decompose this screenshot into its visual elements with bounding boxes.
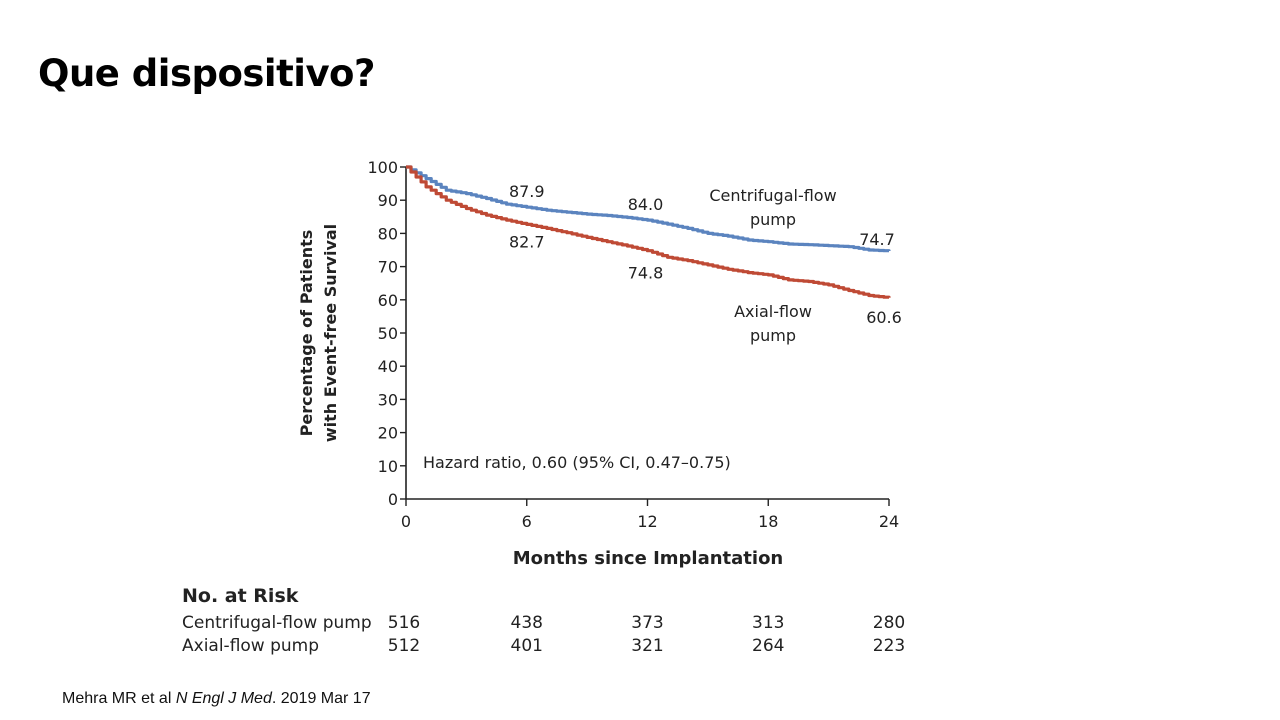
y-tick-label: 20: [378, 424, 398, 443]
value-annotation: 82.7: [509, 232, 545, 251]
value-annotation: 84.0: [628, 195, 664, 214]
x-tick-label: 6: [522, 512, 532, 531]
x-tick-label: 18: [758, 512, 778, 531]
y-tick-label: 80: [378, 224, 398, 243]
y-tick-label: 100: [367, 158, 398, 177]
y-tick-label: 70: [378, 258, 398, 277]
y-tick-label: 90: [378, 191, 398, 210]
y-tick-label: 60: [378, 291, 398, 310]
slide-title: Que dispositivo?: [38, 52, 375, 95]
chart-series-labels: Centrifugal-flow pump Axial-flow pump: [709, 186, 836, 345]
y-axis-label: Percentage of Patients with Event-free S…: [297, 224, 340, 442]
risk-value: 516: [388, 613, 420, 633]
value-annotation: 74.7: [859, 230, 895, 249]
y-tick-label: 40: [378, 357, 398, 376]
y-tick-label: 50: [378, 324, 398, 343]
risk-value: 401: [511, 636, 543, 656]
x-tick-label: 0: [401, 512, 411, 531]
risk-value: 223: [873, 636, 905, 656]
risk-value: 264: [752, 636, 784, 656]
x-tick-label: 12: [637, 512, 657, 531]
y-tick-label: 0: [388, 490, 398, 509]
value-annotation: 74.8: [628, 264, 664, 283]
risk-value: 512: [388, 636, 420, 656]
y-tick-label: 10: [378, 457, 398, 476]
risk-table: No. at Risk Centrifugal-flow pump 516 438 3…: [182, 585, 905, 656]
x-tick-label: 24: [879, 512, 899, 531]
citation-journal: N Engl J Med: [175, 690, 272, 707]
y-axis-label-line-2: with Event-free Survival: [321, 224, 340, 442]
citation-date: . 2019 Mar 17: [271, 690, 371, 707]
y-axis-label-line-1: Percentage of Patients: [297, 230, 316, 437]
risk-table-title: No. at Risk: [182, 585, 299, 607]
axial-flow-label: Axial-flow: [734, 302, 812, 321]
risk-row-label: Centrifugal-flow pump: [182, 613, 372, 633]
risk-row-label: Axial-flow pump: [182, 636, 319, 656]
centrifugal-flow-label: pump: [750, 210, 796, 229]
chart-axes: 0 10 20 30 40 50 60 70 80 90 100 0 6 12 18 24: [367, 158, 899, 531]
x-axis-label: Months since Implantation: [513, 548, 784, 569]
hazard-ratio-label: Hazard ratio, 0.60 (95% CI, 0.47–0.75): [423, 453, 731, 472]
chart-series-lines: [406, 165, 891, 299]
risk-value: 373: [631, 613, 663, 633]
axial-flow-curve: [406, 165, 891, 299]
value-annotation: 87.9: [509, 182, 545, 201]
citation-authors: Mehra MR et al: [62, 690, 176, 707]
risk-value: 321: [631, 636, 663, 656]
risk-value: 313: [752, 613, 784, 633]
centrifugal-flow-label: Centrifugal-flow: [709, 186, 836, 205]
y-tick-label: 30: [378, 390, 398, 409]
citation: Mehra MR et al N Engl J Med. 2019 Mar 17: [62, 690, 371, 708]
centrifugal-flow-curve: [406, 165, 891, 253]
risk-value: 438: [511, 613, 543, 633]
chart-annotations: 87.9 84.0 74.7 82.7 74.8 60.6: [509, 182, 902, 327]
value-annotation: 60.6: [866, 308, 902, 327]
risk-value: 280: [873, 613, 905, 633]
axial-flow-label: pump: [750, 326, 796, 345]
